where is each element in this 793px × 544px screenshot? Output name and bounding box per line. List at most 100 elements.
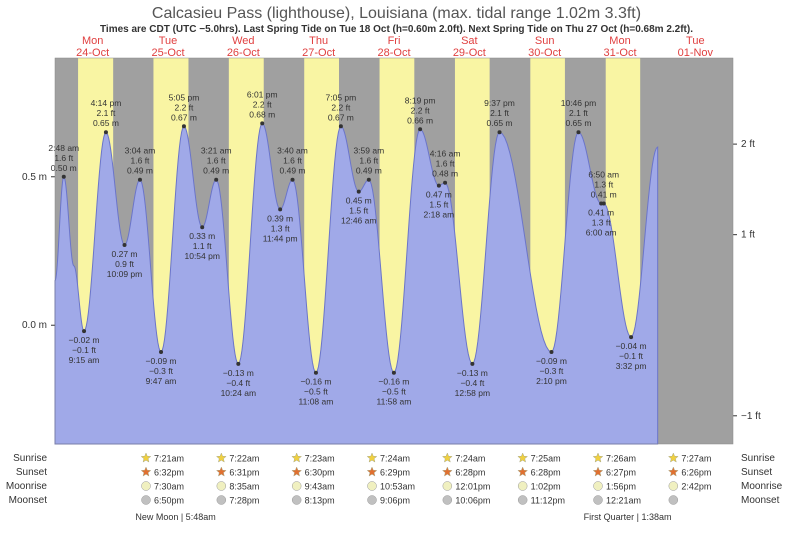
svg-text:0.67 m: 0.67 m xyxy=(171,112,197,122)
tide-chart-svg: Calcasieu Pass (lighthouse), Louisiana (… xyxy=(0,0,793,539)
svg-text:8:35am: 8:35am xyxy=(229,482,259,492)
svg-text:10:06pm: 10:06pm xyxy=(455,496,490,506)
svg-text:Sun: Sun xyxy=(535,35,555,47)
svg-text:6:29pm: 6:29pm xyxy=(380,468,410,478)
svg-text:Mon: Mon xyxy=(82,35,103,47)
svg-text:0.68 m: 0.68 m xyxy=(249,109,275,119)
svg-text:10:09 pm: 10:09 pm xyxy=(107,269,142,279)
svg-text:0.65 m: 0.65 m xyxy=(487,118,513,128)
svg-text:01-Nov: 01-Nov xyxy=(678,47,714,59)
svg-text:−1 ft: −1 ft xyxy=(741,411,761,422)
svg-text:Tue: Tue xyxy=(686,35,705,47)
svg-text:Moonset: Moonset xyxy=(9,495,48,506)
svg-text:2.1 ft: 2.1 ft xyxy=(96,108,116,118)
svg-text:7:21am: 7:21am xyxy=(154,454,184,464)
svg-text:28-Oct: 28-Oct xyxy=(377,47,410,59)
svg-text:1 ft: 1 ft xyxy=(741,230,755,241)
svg-text:1.6 ft: 1.6 ft xyxy=(359,156,379,166)
svg-text:9:47 am: 9:47 am xyxy=(146,376,177,386)
svg-text:26-Oct: 26-Oct xyxy=(227,47,260,59)
svg-text:3:32 pm: 3:32 pm xyxy=(616,361,647,371)
svg-text:−0.09 m: −0.09 m xyxy=(536,356,567,366)
svg-text:2.2 ft: 2.2 ft xyxy=(331,102,351,112)
svg-text:27-Oct: 27-Oct xyxy=(302,47,335,59)
svg-text:4:14 pm: 4:14 pm xyxy=(91,98,122,108)
svg-text:2.1 ft: 2.1 ft xyxy=(490,108,510,118)
svg-text:0.0 m: 0.0 m xyxy=(22,320,47,331)
svg-text:10:54 pm: 10:54 pm xyxy=(184,251,219,261)
svg-text:6:32pm: 6:32pm xyxy=(154,468,184,478)
svg-text:1.3 ft: 1.3 ft xyxy=(594,179,614,189)
svg-text:Times are CDT (UTC −5.0hrs). L: Times are CDT (UTC −5.0hrs). Last Spring… xyxy=(100,24,693,35)
svg-text:0.49 m: 0.49 m xyxy=(203,166,229,176)
svg-text:−0.16 m: −0.16 m xyxy=(300,377,331,387)
svg-text:7:26am: 7:26am xyxy=(606,454,636,464)
svg-text:−0.16 m: −0.16 m xyxy=(378,377,409,387)
svg-text:12:58 pm: 12:58 pm xyxy=(455,388,490,398)
svg-text:Moonrise: Moonrise xyxy=(6,481,48,492)
svg-text:7:25am: 7:25am xyxy=(531,454,561,464)
svg-text:1.5 ft: 1.5 ft xyxy=(349,206,369,216)
svg-text:1.6 ft: 1.6 ft xyxy=(436,159,456,169)
svg-text:25-Oct: 25-Oct xyxy=(151,47,184,59)
svg-text:−0.04 m: −0.04 m xyxy=(616,341,647,351)
svg-text:0.47 m: 0.47 m xyxy=(426,190,452,200)
svg-text:1.5 ft: 1.5 ft xyxy=(429,200,449,210)
svg-text:Wed: Wed xyxy=(232,35,254,47)
svg-text:7:24am: 7:24am xyxy=(380,454,410,464)
svg-text:6:28pm: 6:28pm xyxy=(455,468,485,478)
svg-text:0.41 m: 0.41 m xyxy=(588,207,614,217)
svg-text:0.45 m: 0.45 m xyxy=(346,196,372,206)
svg-text:0.48 m: 0.48 m xyxy=(432,169,458,179)
svg-text:6:50pm: 6:50pm xyxy=(154,496,184,506)
svg-text:−0.4 ft: −0.4 ft xyxy=(460,378,485,388)
svg-text:9:15 am: 9:15 am xyxy=(69,355,100,365)
svg-text:3:59 am: 3:59 am xyxy=(353,146,384,156)
svg-text:0.27 m: 0.27 m xyxy=(112,249,138,259)
svg-text:Sunset: Sunset xyxy=(16,467,47,478)
svg-text:Sunrise: Sunrise xyxy=(13,453,47,464)
svg-text:7:05 pm: 7:05 pm xyxy=(326,92,357,102)
svg-text:11:58 am: 11:58 am xyxy=(376,397,411,407)
svg-text:1:56pm: 1:56pm xyxy=(606,482,636,492)
svg-text:2:10 pm: 2:10 pm xyxy=(536,376,567,386)
svg-text:4:16 am: 4:16 am xyxy=(430,149,461,159)
svg-text:7:22am: 7:22am xyxy=(229,454,259,464)
svg-text:2 ft: 2 ft xyxy=(741,139,755,150)
svg-text:0.50 m: 0.50 m xyxy=(51,163,77,173)
svg-text:7:27am: 7:27am xyxy=(681,454,711,464)
svg-text:2.2 ft: 2.2 ft xyxy=(253,99,273,109)
svg-text:2.1 ft: 2.1 ft xyxy=(569,108,589,118)
svg-text:0.67 m: 0.67 m xyxy=(328,112,354,122)
svg-text:6:31pm: 6:31pm xyxy=(229,468,259,478)
svg-text:11:44 pm: 11:44 pm xyxy=(263,233,298,243)
svg-text:Sunset: Sunset xyxy=(741,467,772,478)
svg-text:1.6 ft: 1.6 ft xyxy=(131,156,151,166)
svg-text:11:08 am: 11:08 am xyxy=(299,397,334,407)
svg-text:8:13pm: 8:13pm xyxy=(305,496,335,506)
svg-text:8:19 pm: 8:19 pm xyxy=(405,95,436,105)
svg-text:0.65 m: 0.65 m xyxy=(93,118,119,128)
svg-text:Moonset: Moonset xyxy=(741,495,780,506)
svg-text:12:21am: 12:21am xyxy=(606,496,641,506)
svg-text:9:06pm: 9:06pm xyxy=(380,496,410,506)
svg-text:1.1 ft: 1.1 ft xyxy=(193,241,213,251)
svg-text:Calcasieu Pass (lighthouse), L: Calcasieu Pass (lighthouse), Louisiana (… xyxy=(152,5,641,22)
svg-text:1.3 ft: 1.3 ft xyxy=(271,223,291,233)
svg-text:1.6 ft: 1.6 ft xyxy=(207,156,227,166)
tide-chart: Calcasieu Pass (lighthouse), Louisiana (… xyxy=(0,0,793,539)
svg-text:0.49 m: 0.49 m xyxy=(127,166,153,176)
svg-text:3:40 am: 3:40 am xyxy=(277,146,308,156)
svg-text:0.9 ft: 0.9 ft xyxy=(115,259,135,269)
svg-text:11:12pm: 11:12pm xyxy=(531,496,565,506)
svg-text:9:37 pm: 9:37 pm xyxy=(484,98,515,108)
svg-text:3:21 am: 3:21 am xyxy=(201,146,232,156)
svg-text:2.2 ft: 2.2 ft xyxy=(411,105,431,115)
svg-text:6:26pm: 6:26pm xyxy=(681,468,711,478)
svg-text:6:28pm: 6:28pm xyxy=(531,468,561,478)
svg-text:2:18 am: 2:18 am xyxy=(424,210,455,220)
svg-text:New Moon | 5:48am: New Moon | 5:48am xyxy=(135,512,215,522)
svg-text:−0.02 m: −0.02 m xyxy=(69,335,100,345)
svg-text:Tue: Tue xyxy=(159,35,178,47)
svg-text:0.5 m: 0.5 m xyxy=(22,172,47,183)
